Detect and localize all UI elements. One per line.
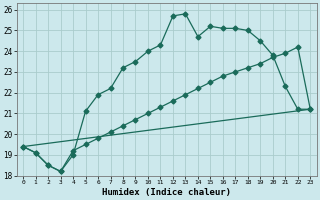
X-axis label: Humidex (Indice chaleur): Humidex (Indice chaleur) — [102, 188, 231, 197]
